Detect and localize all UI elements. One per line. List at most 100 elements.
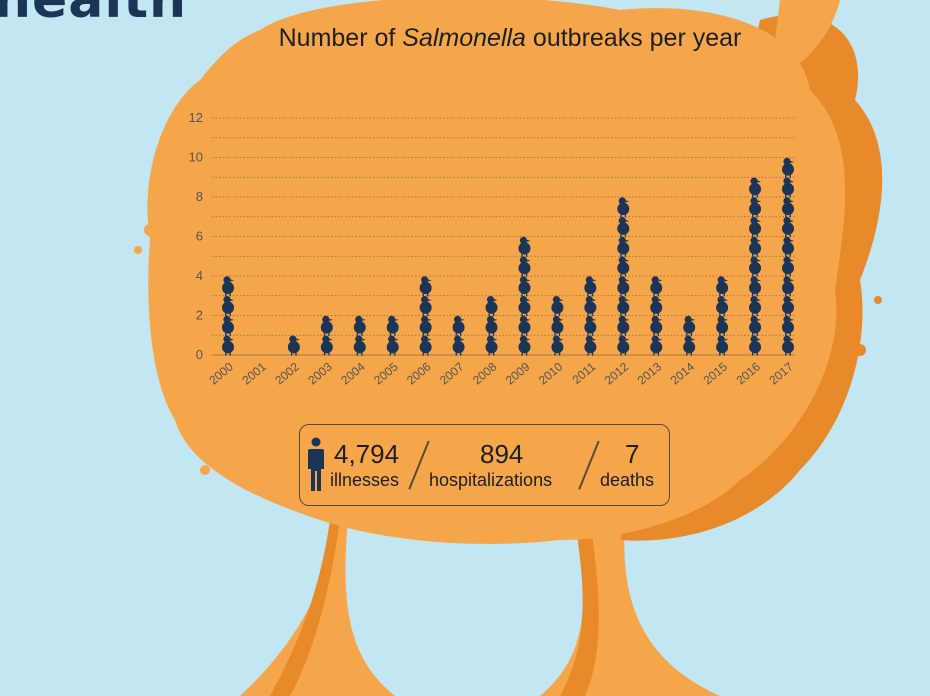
x-tick-label: 2001	[239, 359, 269, 387]
chick-icon	[650, 315, 663, 336]
chick-icon	[716, 335, 729, 356]
deaths-value: 7	[625, 439, 640, 469]
chick-icon	[617, 256, 630, 277]
chick-icon	[782, 177, 794, 198]
chick-icon	[353, 335, 366, 356]
chick-icon	[485, 315, 498, 336]
x-tick-label: 2012	[602, 359, 632, 387]
chart-title-italic: Salmonella	[402, 24, 526, 52]
x-tick-label: 2004	[338, 359, 368, 387]
bar-2007	[452, 315, 465, 356]
chick-icon	[749, 197, 762, 218]
chick-icon	[617, 315, 630, 336]
x-tick-label: 2009	[503, 359, 533, 387]
chick-icon	[782, 315, 794, 336]
chick-icon	[584, 315, 597, 336]
chick-icon	[749, 256, 762, 277]
bar-2011	[584, 276, 597, 356]
bar-2016	[749, 177, 762, 356]
bar-2000	[222, 276, 234, 356]
x-tick-label: 2000	[206, 359, 236, 387]
chick-icon	[419, 276, 432, 297]
chick-icon	[551, 335, 564, 356]
chick-icon	[320, 315, 333, 336]
x-tick-label: 2008	[470, 359, 500, 387]
x-tick-label: 2002	[272, 359, 302, 387]
x-tick-label: 2013	[635, 359, 665, 387]
x-tick-label: 2016	[734, 359, 764, 387]
chick-icon	[782, 157, 794, 178]
chick-icon	[617, 296, 630, 317]
chick-icon	[518, 236, 531, 257]
tree-canopy	[147, 0, 846, 544]
chick-icon	[518, 335, 531, 356]
y-tick-label: 4	[196, 268, 203, 283]
chick-icon	[749, 315, 762, 336]
headline: health	[0, 0, 188, 30]
x-tick-label: 2015	[701, 359, 731, 387]
bar-2005	[386, 315, 399, 356]
bar-2014	[683, 315, 696, 356]
chick-icon	[419, 335, 432, 356]
chick-icon	[551, 296, 564, 317]
chick-icon	[518, 256, 531, 277]
chick-icon	[650, 276, 663, 297]
bar-2015	[716, 276, 729, 356]
chick-icon	[386, 335, 399, 356]
bar-2012	[617, 197, 630, 356]
chick-icon	[353, 315, 366, 336]
x-tick-label: 2006	[404, 359, 434, 387]
illnesses-value: 4,794	[334, 439, 400, 469]
chick-icon	[485, 335, 498, 356]
chick-icon	[452, 335, 465, 356]
chick-icon	[584, 296, 597, 317]
stats-panel: 4,794 illnesses 894 hospitalizations 7 d…	[299, 424, 670, 506]
chick-icon	[518, 276, 531, 297]
y-tick-label: 12	[189, 110, 203, 125]
chick-icon	[782, 276, 794, 297]
chick-icon	[782, 335, 794, 356]
y-axis-ticks: 0 2 4 6 8 10 12	[189, 110, 203, 362]
chick-icon	[749, 296, 762, 317]
chick-icon	[518, 315, 531, 336]
bar-2010	[551, 296, 564, 356]
chick-icon	[419, 315, 432, 336]
chick-icon	[222, 335, 234, 356]
tree-trunk-shadow-left	[270, 520, 340, 696]
chick-icon	[782, 197, 794, 218]
bar-2008	[485, 296, 498, 356]
chick-icon	[419, 296, 432, 317]
chick-icon	[749, 335, 762, 356]
y-tick-label: 6	[196, 229, 203, 244]
chick-icon	[782, 256, 794, 277]
tree-trunk-shadow-right	[560, 520, 599, 696]
chick-icon	[584, 335, 597, 356]
chick-icon	[617, 276, 630, 297]
chick-icon	[452, 315, 465, 336]
divider	[578, 440, 600, 490]
bar-2006	[419, 276, 432, 356]
chick-icon	[617, 236, 630, 257]
chick-icon	[749, 236, 762, 257]
chick-icon	[716, 315, 729, 336]
y-tick-label: 8	[196, 189, 203, 204]
chick-icon	[749, 276, 762, 297]
chick-icon	[782, 296, 794, 317]
person-icon	[308, 437, 324, 491]
chart-title-prefix: Number of	[278, 24, 403, 52]
divider	[408, 440, 430, 490]
chick-icon	[518, 296, 531, 317]
chick-stacks	[222, 157, 794, 356]
chart-title: Number of Salmonella outbreaks per year	[0, 24, 930, 53]
hospitalizations-value: 894	[480, 439, 524, 469]
chick-icon	[617, 217, 630, 238]
chick-icon	[222, 276, 234, 297]
bar-2003	[320, 315, 333, 356]
chick-icon	[222, 296, 234, 317]
x-tick-label: 2005	[371, 359, 401, 387]
chart-title-suffix: outbreaks per year	[525, 24, 742, 52]
x-tick-label: 2007	[437, 359, 467, 387]
chick-icon	[551, 315, 564, 336]
chick-icon	[716, 296, 729, 317]
